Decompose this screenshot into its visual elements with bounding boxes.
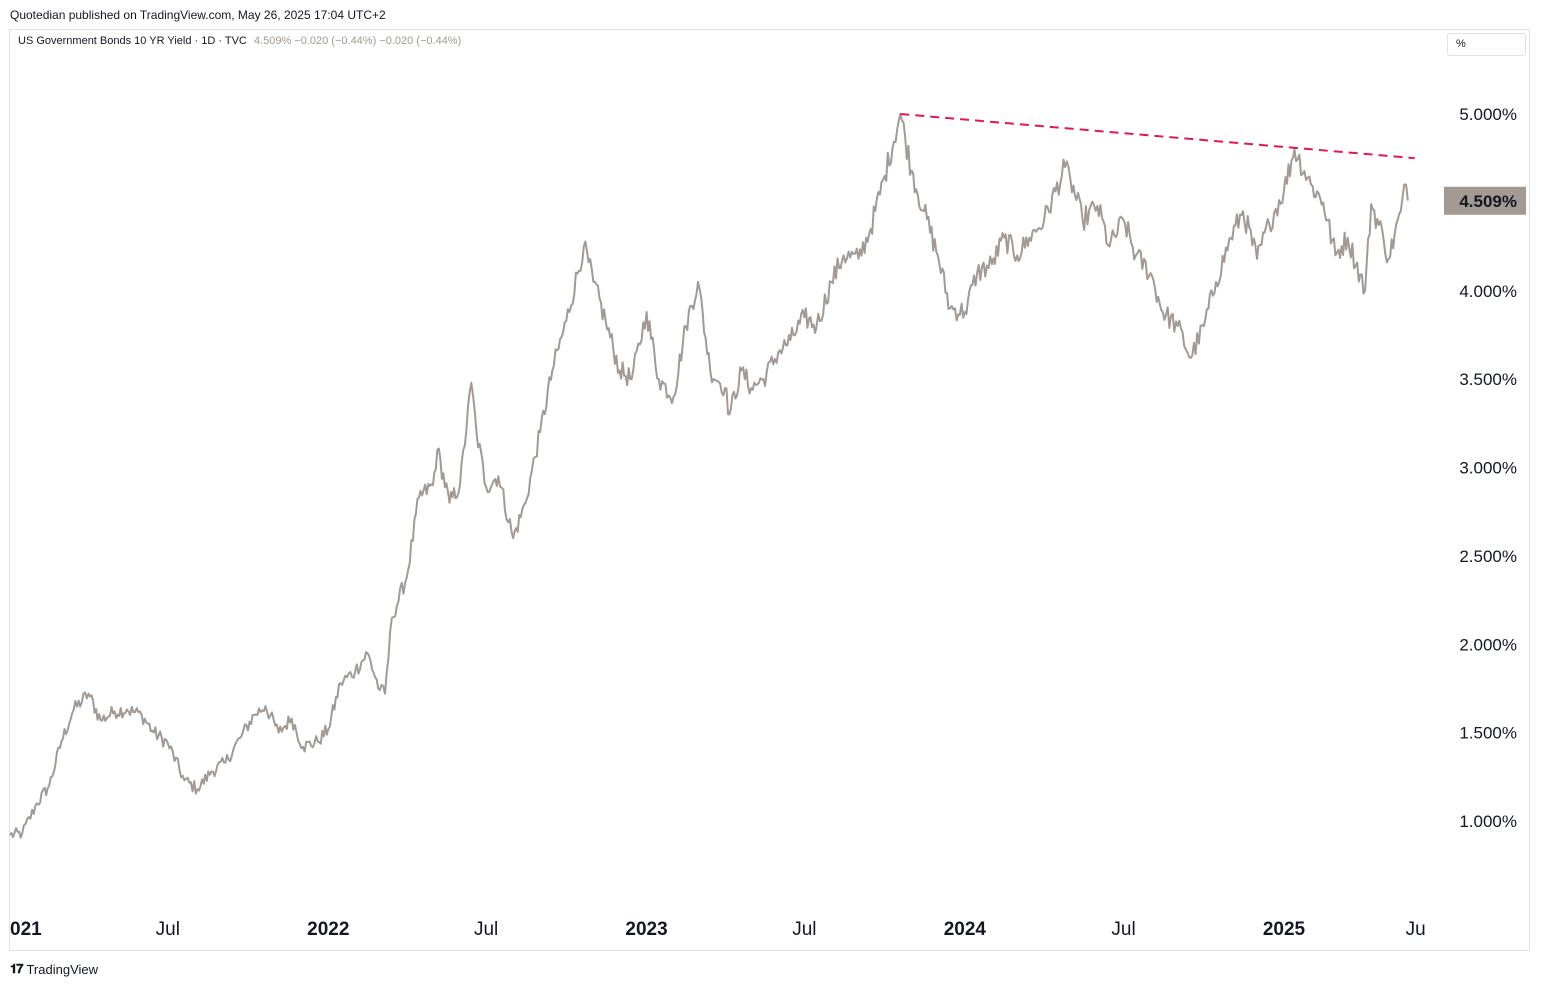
legend-values: 4.509% −0.020 (−0.44%) −0.020 (−0.44%): [253, 35, 462, 47]
x-tick-label: Jul: [792, 919, 816, 940]
x-tick-label: 2023: [625, 919, 667, 940]
y-tick-label: 1.000%: [1459, 812, 1517, 831]
dashed-trendline: [900, 113, 1415, 160]
chart-legend: US Government Bonds 10 YR Yield · 1D · T…: [18, 35, 461, 47]
y-tick-label: 2.000%: [1459, 635, 1517, 654]
footer: 𝟏𝟕 TradingView: [10, 961, 98, 977]
last-price-label: 4.509%: [1444, 186, 1526, 215]
last-price-label-bg: [1444, 186, 1526, 215]
x-tick-label: Jul: [156, 919, 180, 940]
tradingview-logo-icon[interactable]: 𝟏𝟕: [10, 961, 24, 976]
y-tick-label: 5.000%: [1459, 105, 1517, 124]
price-scale-unit-button[interactable]: %: [1447, 33, 1526, 56]
x-tick-label: 2025: [1263, 919, 1306, 940]
published-caption: Quotedian published on TradingView.com, …: [10, 8, 386, 22]
chart-frame: [9, 29, 1530, 951]
x-tick-label: Ju: [1406, 919, 1426, 940]
y-tick-label: 3.500%: [1459, 370, 1517, 389]
x-tick-label: 021: [10, 919, 42, 940]
y-tick-label: 4.000%: [1459, 282, 1517, 301]
footer-brand[interactable]: TradingView: [26, 961, 99, 977]
y-tick-label: 2.500%: [1459, 547, 1517, 566]
legend-symbol[interactable]: US Government Bonds 10 YR Yield · 1D · T…: [18, 35, 247, 47]
y-tick-label: 1.500%: [1459, 724, 1517, 743]
x-tick-label: 2024: [944, 919, 987, 940]
x-tick-label: Jul: [1111, 919, 1135, 940]
x-tick-label: Jul: [474, 919, 498, 940]
yield-series-line: [9, 113, 1409, 839]
y-tick-label: 3.000%: [1459, 459, 1517, 478]
last-price-label-text: 4.509%: [1459, 192, 1517, 211]
x-tick-label: 2022: [307, 919, 349, 940]
